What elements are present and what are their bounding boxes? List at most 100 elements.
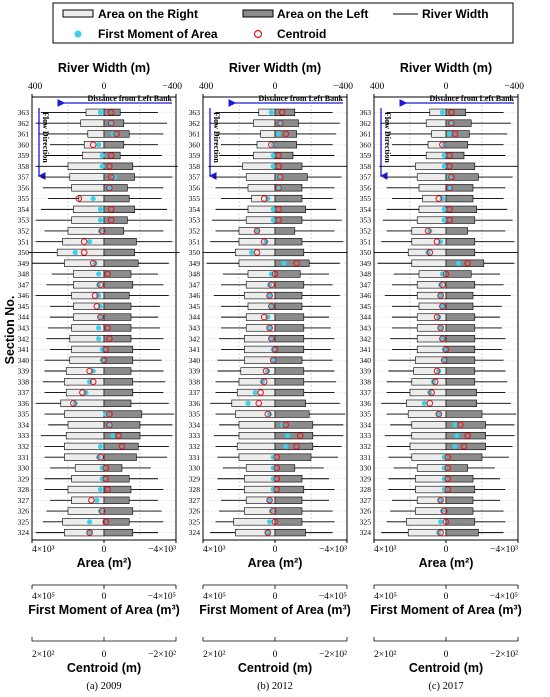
section-label: 358 [18,162,30,171]
area-left-bar [445,108,467,117]
section-label: 327 [18,496,30,505]
centroid-axis-title: Centroid (m) [238,661,312,675]
first-moment-point [452,443,458,450]
centroid-point [97,313,104,321]
top-tick-label: 0 [273,82,278,92]
area-left-bar [274,453,312,461]
centroid-point [106,335,113,342]
area-left-bar [445,291,474,300]
centroid-axis-title: Centroid (m) [409,661,483,675]
area-right-bar [245,313,276,321]
section-label: 349 [360,259,372,268]
centroid-point [266,324,273,332]
centroid-point [275,152,282,159]
centroid-point [106,421,113,429]
area-tick-label: 0 [273,545,278,555]
area-left-bar [445,324,476,332]
section-label: 343 [360,323,372,332]
section-label: 335 [18,410,30,419]
centroid-point [437,324,444,332]
centroid-point [273,453,281,461]
legend-right-swatch [62,9,94,18]
section-label: 347 [18,280,30,289]
centroid-point [444,464,452,472]
centroid-point [448,173,455,181]
area-left-bar [445,281,476,289]
first-moment-point [87,530,93,536]
area-right-bar [418,184,447,192]
first-moment-point [285,433,291,439]
first-moment-point [99,152,105,159]
centroid-point [296,432,304,439]
area-left-bar [274,184,303,192]
centroid-point [100,356,108,364]
area-right-bar [247,184,276,192]
area-left-bar [274,238,303,246]
area-right-bar [71,184,105,192]
centroid-point [268,303,275,310]
section-label: 357 [18,173,30,182]
area-right-bar [62,518,105,526]
first-moment-point [439,508,445,514]
legend-area-right: Area on the Right [98,7,198,21]
area-right-bar [415,162,447,170]
first-moment-point [96,325,102,331]
section-label: 338 [18,377,30,386]
area-left-bar [445,119,472,127]
section-label: 326 [360,507,372,516]
centroid-point [118,443,126,450]
area-right-bar [416,313,447,321]
section-label: 358 [189,162,201,171]
area-right-bar [238,259,276,267]
area-left-bar [103,421,141,429]
area-left-bar [274,259,310,267]
centroid-point [444,486,452,493]
centroid-tick-label: 0 [444,650,449,660]
area-left-bar [103,184,128,192]
centroid-point [98,507,106,515]
first-moment-point [276,131,282,137]
centroid-point [102,346,110,353]
area-right-bar [411,378,447,386]
area-left-bar [274,313,305,321]
section-label: 361 [360,130,372,139]
first-moment-point [454,433,460,439]
area-left-bar [103,442,139,451]
top-tick-label: −400 [504,82,524,92]
section-label: 355 [18,194,30,203]
area-left-bar [274,270,301,278]
section-label: 326 [18,507,30,516]
centroid-point [104,324,111,332]
section-label: 337 [189,388,201,397]
area-tick-label: −4×10³ [319,545,347,555]
centroid-point [107,216,115,224]
centroid-point [268,281,275,289]
section-label: 326 [189,507,201,516]
centroid-point [435,195,443,202]
first-moment-point [456,260,462,266]
section-label: 329 [189,474,201,483]
centroid-point [273,464,281,472]
centroid-point [448,109,455,116]
section-label: 350 [18,248,30,257]
centroid-point [464,432,471,439]
area-left-bar [445,442,486,451]
area-right-bar [244,345,276,354]
flow-note: Flow Direction [212,112,221,163]
centroid-point [98,227,106,235]
area-right-bar [67,162,105,170]
area-right-bar [64,259,105,267]
section-label: 329 [18,474,30,483]
section-label: 331 [189,453,201,462]
area-left-bar [274,324,305,332]
top-tick-label: −400 [162,82,182,92]
centroid-point [271,346,279,353]
area-left-bar [445,528,479,537]
first-moment-point [97,443,103,450]
centroid-point [460,443,468,450]
first-moment-point [276,174,282,180]
section-label: 329 [360,474,372,483]
centroid-point [266,292,273,299]
centroid-point [91,292,99,299]
centroid-point [277,119,284,127]
